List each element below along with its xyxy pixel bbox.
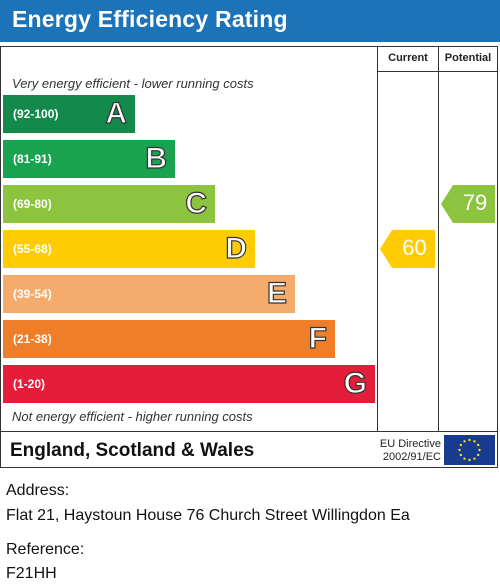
footer-divider: [1, 431, 497, 432]
column-divider-potential: [438, 47, 439, 431]
eu-star: [463, 457, 465, 459]
rating-band-c: (69-80) C: [3, 185, 215, 223]
column-divider-current: [377, 47, 378, 431]
address-value: Flat 21, Haystoun House 76 Church Street…: [6, 507, 410, 525]
eu-flag-icon: [444, 435, 495, 465]
page-title: Energy Efficiency Rating: [12, 6, 288, 33]
current-rating-arrow: 60: [380, 230, 435, 268]
eu-star: [473, 440, 475, 442]
band-letter: A: [105, 97, 127, 131]
eu-star: [458, 449, 460, 451]
reference-value: F21HH: [6, 565, 57, 583]
bottom-caption: Not energy efficient - higher running co…: [12, 409, 253, 424]
band-letter: B: [145, 142, 167, 176]
eu-star: [468, 439, 470, 441]
eu-star: [463, 440, 465, 442]
rating-band-f: (21-38) F: [3, 320, 335, 358]
region-label: England, Scotland & Wales: [10, 440, 254, 462]
band-range-label: (1-20): [13, 377, 45, 391]
band-range-label: (69-80): [13, 197, 52, 211]
eu-directive-line1: EU Directive: [363, 438, 441, 451]
rating-band-e: (39-54) E: [3, 275, 295, 313]
eu-directive-line2: 2002/91/EC: [363, 451, 441, 464]
band-range-label: (92-100): [13, 107, 58, 121]
top-caption: Very energy efficient - lower running co…: [12, 76, 254, 91]
eu-star: [468, 459, 470, 461]
band-letter: F: [309, 322, 327, 356]
eu-star: [477, 454, 479, 456]
rating-band-a: (92-100) A: [3, 95, 135, 133]
header-bar: Energy Efficiency Rating: [0, 0, 500, 42]
eu-directive-text: EU Directive 2002/91/EC: [363, 438, 441, 464]
band-range-label: (39-54): [13, 287, 52, 301]
current-column-header: Current: [378, 52, 438, 64]
eu-star: [460, 444, 462, 446]
eu-star: [473, 457, 475, 459]
band-letter: C: [185, 187, 207, 221]
rating-band-g: (1-20) G: [3, 365, 375, 403]
eu-star: [478, 449, 480, 451]
potential-column-header: Potential: [439, 52, 497, 64]
rating-band-d: (55-68) D: [3, 230, 255, 268]
band-letter: G: [344, 367, 367, 401]
reference-label: Reference:: [6, 541, 84, 559]
eu-star: [460, 454, 462, 456]
column-header-divider: [377, 71, 497, 72]
eu-star: [477, 444, 479, 446]
potential-rating-arrow: 79: [441, 185, 495, 223]
band-range-label: (55-68): [13, 242, 52, 256]
epc-chart: Current Potential Very energy efficient …: [0, 46, 498, 468]
band-letter: E: [267, 277, 287, 311]
band-range-label: (81-91): [13, 152, 52, 166]
current-rating-value: 60: [396, 235, 433, 261]
band-letter: D: [225, 232, 247, 266]
band-range-label: (21-38): [13, 332, 52, 346]
potential-rating-value: 79: [457, 190, 493, 216]
rating-band-b: (81-91) B: [3, 140, 175, 178]
address-label: Address:: [6, 482, 69, 500]
